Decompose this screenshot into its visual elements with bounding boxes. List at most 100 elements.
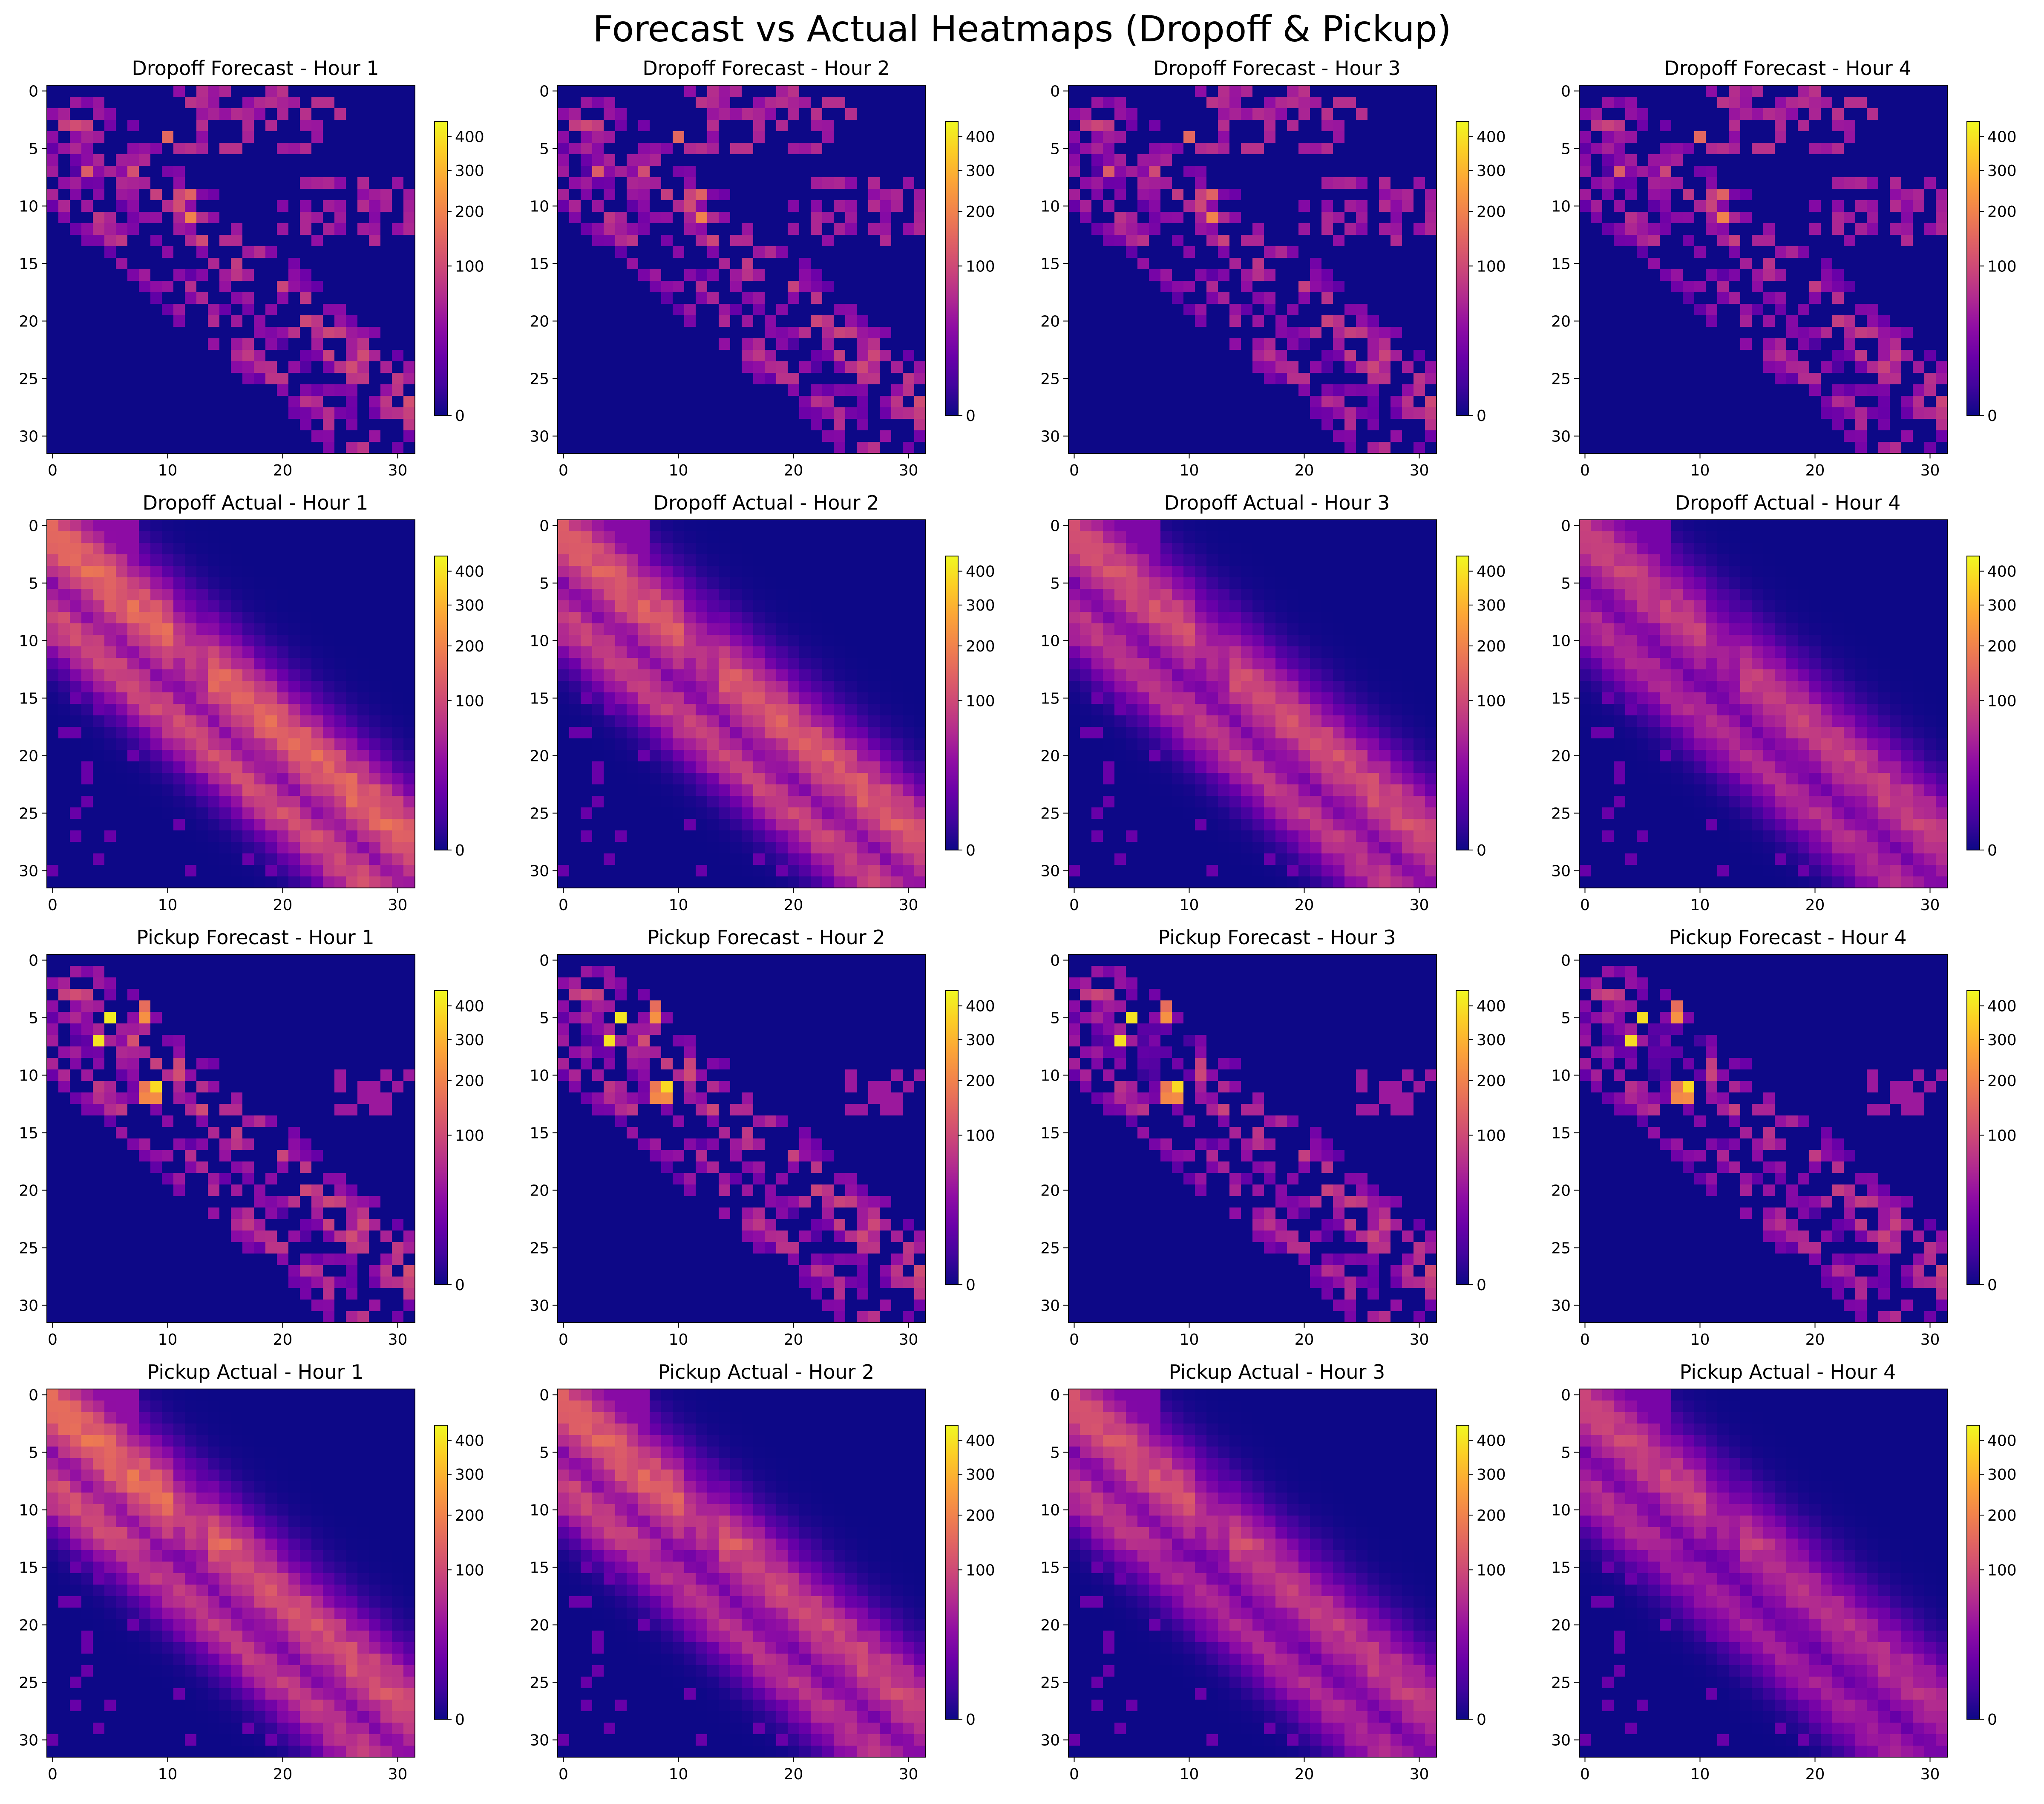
heatmap-cell bbox=[1241, 269, 1253, 281]
heatmap-cell bbox=[380, 373, 392, 385]
heatmap-cell bbox=[719, 120, 731, 132]
heatmap-cell bbox=[346, 327, 358, 339]
heatmap-cell bbox=[1103, 143, 1115, 155]
heatmap-cell bbox=[1241, 442, 1253, 454]
heatmap-cell bbox=[1694, 85, 1706, 97]
heatmap-cell bbox=[1752, 350, 1764, 362]
heatmap-cell bbox=[231, 235, 243, 247]
heatmap-cell bbox=[219, 520, 231, 532]
heatmap-cell bbox=[81, 520, 93, 532]
heatmap-cell bbox=[162, 750, 174, 762]
heatmap-cell bbox=[1740, 430, 1752, 442]
heatmap-cell bbox=[254, 154, 266, 166]
heatmap-cell bbox=[1195, 177, 1207, 189]
heatmap-cell bbox=[581, 304, 593, 316]
heatmap-cell bbox=[1683, 269, 1695, 281]
heatmap-cell bbox=[47, 646, 59, 658]
heatmap-cell bbox=[1809, 269, 1821, 281]
heatmap-cell bbox=[1798, 85, 1810, 97]
heatmap-cell bbox=[1844, 338, 1856, 350]
heatmap-cell bbox=[914, 200, 926, 212]
heatmap-cell bbox=[150, 327, 162, 339]
heatmap-cell bbox=[1160, 246, 1172, 258]
heatmap-cell bbox=[1671, 258, 1683, 270]
heatmap-cell bbox=[1333, 292, 1345, 304]
heatmap-cell bbox=[1740, 373, 1752, 385]
heatmap-cell bbox=[116, 235, 128, 247]
heatmap-cell bbox=[1671, 235, 1683, 247]
heatmap-cell bbox=[1752, 235, 1764, 247]
heatmap-cell bbox=[1402, 108, 1414, 120]
heatmap-cell bbox=[1275, 396, 1287, 408]
heatmap-cell bbox=[1091, 338, 1103, 350]
heatmap-cell bbox=[288, 177, 300, 189]
heatmap-cell bbox=[1356, 108, 1368, 120]
heatmap-cell bbox=[1591, 407, 1603, 419]
heatmap-cell bbox=[661, 258, 673, 270]
heatmap-cell bbox=[150, 396, 162, 408]
heatmap-cell bbox=[1729, 120, 1741, 132]
heatmap-cell bbox=[323, 315, 335, 327]
heatmap-cell bbox=[1637, 407, 1649, 419]
heatmap-cell bbox=[1740, 350, 1752, 362]
heatmap-cell bbox=[1206, 154, 1218, 166]
heatmap-cell bbox=[1068, 430, 1080, 442]
heatmap-cell bbox=[730, 396, 742, 408]
heatmap-cell bbox=[1706, 292, 1718, 304]
heatmap-cell bbox=[604, 269, 616, 281]
heatmap-cell bbox=[311, 177, 323, 189]
heatmap-cell bbox=[1729, 189, 1741, 201]
heatmap-cell bbox=[196, 407, 208, 419]
heatmap-cell bbox=[604, 235, 616, 247]
heatmap-cell bbox=[47, 577, 59, 589]
heatmap-cell bbox=[1706, 281, 1718, 293]
heatmap-cell bbox=[300, 212, 312, 224]
heatmap-cell bbox=[380, 543, 392, 555]
heatmap-cell bbox=[1172, 292, 1184, 304]
heatmap-cell bbox=[1602, 223, 1614, 235]
heatmap-cell bbox=[776, 258, 788, 270]
heatmap-cell bbox=[1637, 338, 1649, 350]
heatmap-cell bbox=[811, 419, 823, 431]
heatmap-cell bbox=[1367, 120, 1379, 132]
heatmap-cell bbox=[196, 189, 208, 201]
heatmap-cell bbox=[1740, 154, 1752, 166]
heatmap-cell bbox=[1333, 407, 1345, 419]
heatmap-cell bbox=[1740, 223, 1752, 235]
heatmap-cell bbox=[403, 120, 415, 132]
heatmap-cell bbox=[1614, 258, 1626, 270]
heatmap-cell bbox=[1310, 442, 1322, 454]
heatmap-cell bbox=[1344, 108, 1356, 120]
heatmap-cell bbox=[1855, 361, 1867, 373]
heatmap-cell bbox=[1321, 108, 1333, 120]
heatmap-cell bbox=[403, 419, 415, 431]
heatmap-cell bbox=[1890, 177, 1902, 189]
heatmap-cell bbox=[93, 623, 105, 635]
heatmap-cell bbox=[104, 738, 116, 750]
heatmap-cell bbox=[47, 589, 59, 601]
heatmap-cell bbox=[891, 154, 903, 166]
heatmap-cell bbox=[730, 212, 742, 224]
heatmap-cell bbox=[1924, 338, 1936, 350]
heatmap-cell bbox=[1321, 143, 1333, 155]
heatmap-cell bbox=[288, 292, 300, 304]
heatmap-cell bbox=[162, 396, 174, 408]
heatmap-cell bbox=[1379, 154, 1391, 166]
heatmap-cell bbox=[1740, 258, 1752, 270]
heatmap-cell bbox=[173, 131, 185, 143]
heatmap-cell bbox=[265, 761, 277, 773]
heatmap-cell bbox=[1183, 200, 1195, 212]
heatmap-cell bbox=[323, 419, 335, 431]
heatmap-cell bbox=[811, 212, 823, 224]
heatmap-cell bbox=[231, 704, 243, 716]
heatmap-cell bbox=[1717, 154, 1729, 166]
heatmap-cell bbox=[70, 166, 82, 178]
heatmap-cell bbox=[1264, 361, 1276, 373]
heatmap-cell bbox=[242, 531, 254, 543]
heatmap-cell bbox=[638, 108, 650, 120]
heatmap-cell bbox=[1379, 258, 1391, 270]
heatmap-cell bbox=[47, 131, 59, 143]
heatmap-cell bbox=[1183, 396, 1195, 408]
heatmap-cell bbox=[1706, 235, 1718, 247]
heatmap-cell bbox=[822, 407, 834, 419]
